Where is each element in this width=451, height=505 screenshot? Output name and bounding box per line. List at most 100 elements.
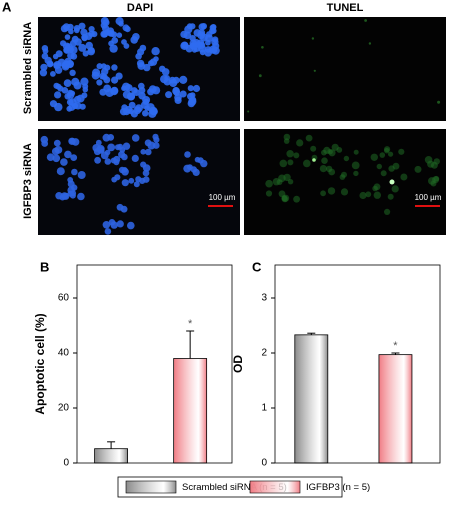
cell-nucleus	[122, 24, 130, 32]
cell-nucleus	[388, 151, 394, 157]
cell-nucleus	[293, 195, 300, 203]
cell-nucleus	[80, 77, 89, 86]
cell-nucleus	[164, 75, 171, 81]
y-tick-label: 3	[261, 293, 267, 304]
cell-nucleus	[122, 90, 131, 99]
cell-nucleus	[388, 165, 395, 172]
cell-nucleus	[52, 154, 61, 163]
cell-nucleus	[145, 148, 152, 156]
cell-nucleus	[437, 100, 441, 104]
cell-nucleus	[310, 145, 317, 152]
cell-nucleus	[293, 152, 300, 159]
cell-nucleus	[108, 219, 116, 226]
scale-bar-label: 100 µm	[415, 193, 442, 202]
cell-nucleus	[313, 69, 316, 72]
y-tick-label: 2	[261, 348, 267, 359]
cell-nucleus	[353, 170, 359, 177]
panel-label: C	[252, 259, 262, 274]
cell-nucleus	[142, 110, 149, 117]
cell-nucleus	[365, 191, 372, 198]
cell-nucleus	[191, 47, 198, 53]
cell-nucleus	[40, 63, 48, 71]
cell-nucleus	[60, 158, 68, 166]
cell-nucleus	[204, 46, 212, 53]
cell-nucleus	[101, 67, 109, 76]
cell-nucleus	[94, 156, 101, 164]
cell-nucleus	[69, 45, 78, 55]
cell-nucleus	[373, 191, 381, 199]
cell-nucleus	[179, 90, 187, 98]
cell-nucleus	[50, 71, 56, 77]
cell-nucleus	[131, 154, 139, 162]
bar	[294, 334, 329, 464]
cell-nucleus	[54, 146, 63, 154]
cell-nucleus	[40, 135, 49, 144]
cell-nucleus	[376, 163, 382, 170]
cell-nucleus	[82, 86, 89, 93]
cell-nucleus	[265, 179, 273, 188]
cell-nucleus	[104, 149, 111, 156]
cell-nucleus	[184, 151, 191, 158]
cell-nucleus	[144, 139, 152, 147]
cell-nucleus	[135, 53, 142, 60]
legend: Scrambled siRNA (n = 5) IGFBP3 (n = 5)	[117, 476, 370, 498]
cell-nucleus	[119, 147, 126, 153]
panel-label: B	[40, 259, 49, 274]
cell-nucleus	[137, 62, 146, 70]
cell-nucleus	[104, 29, 110, 36]
cell-nucleus	[205, 39, 211, 46]
legend-swatch	[125, 480, 177, 494]
cell-nucleus	[430, 180, 437, 187]
cell-nucleus	[247, 110, 250, 113]
cell-nucleus	[56, 167, 65, 176]
cell-nucleus	[327, 187, 336, 195]
cell-nucleus	[100, 74, 107, 80]
cell-nucleus	[151, 47, 160, 56]
cell-nucleus	[303, 159, 311, 168]
plot-frame	[76, 264, 233, 464]
cell-nucleus	[199, 33, 208, 42]
cell-nucleus	[140, 161, 147, 168]
cell-nucleus	[53, 82, 60, 89]
cell-nucleus	[186, 23, 193, 30]
cell-nucleus	[364, 19, 367, 22]
cell-nucleus	[368, 42, 372, 45]
cell-nucleus	[71, 77, 80, 86]
row-label: Scrambled siRNA	[22, 22, 34, 114]
cell-nucleus	[370, 153, 378, 161]
legend-label: IGFBP3 (n = 5)	[306, 482, 370, 493]
cell-nucleus	[286, 150, 294, 158]
cell-nucleus	[183, 164, 192, 173]
cell-nucleus	[131, 134, 140, 142]
scale-bar-label: 100 µm	[209, 193, 236, 202]
cell-nucleus	[104, 228, 112, 235]
cell-nucleus	[305, 134, 313, 142]
cell-nucleus	[172, 76, 180, 84]
cell-nucleus	[39, 69, 48, 77]
y-tick-label: 0	[63, 458, 69, 469]
cell-nucleus	[118, 166, 126, 174]
cell-nucleus	[133, 89, 140, 96]
column-header: DAPI	[127, 2, 153, 14]
cell-nucleus	[78, 43, 87, 52]
cell-nucleus	[88, 26, 95, 33]
cell-nucleus	[109, 44, 118, 53]
cell-nucleus	[102, 221, 111, 229]
cell-nucleus	[121, 39, 127, 45]
cell-nucleus	[66, 23, 74, 31]
column-header: TUNEL	[327, 2, 364, 14]
cell-nucleus	[118, 21, 124, 27]
cell-nucleus	[69, 137, 76, 145]
cell-nucleus	[197, 157, 204, 164]
cell-nucleus	[189, 39, 198, 48]
cell-nucleus	[398, 148, 405, 155]
cell-nucleus	[372, 185, 378, 192]
cell-nucleus	[64, 34, 71, 40]
cell-nucleus	[133, 181, 140, 188]
cell-nucleus	[111, 176, 118, 183]
cell-nucleus	[121, 179, 129, 187]
cell-nucleus	[64, 57, 72, 66]
legend-label: Scrambled siRNA (n = 5)	[182, 482, 287, 493]
cell-nucleus	[379, 152, 386, 158]
cell-nucleus	[327, 148, 333, 155]
